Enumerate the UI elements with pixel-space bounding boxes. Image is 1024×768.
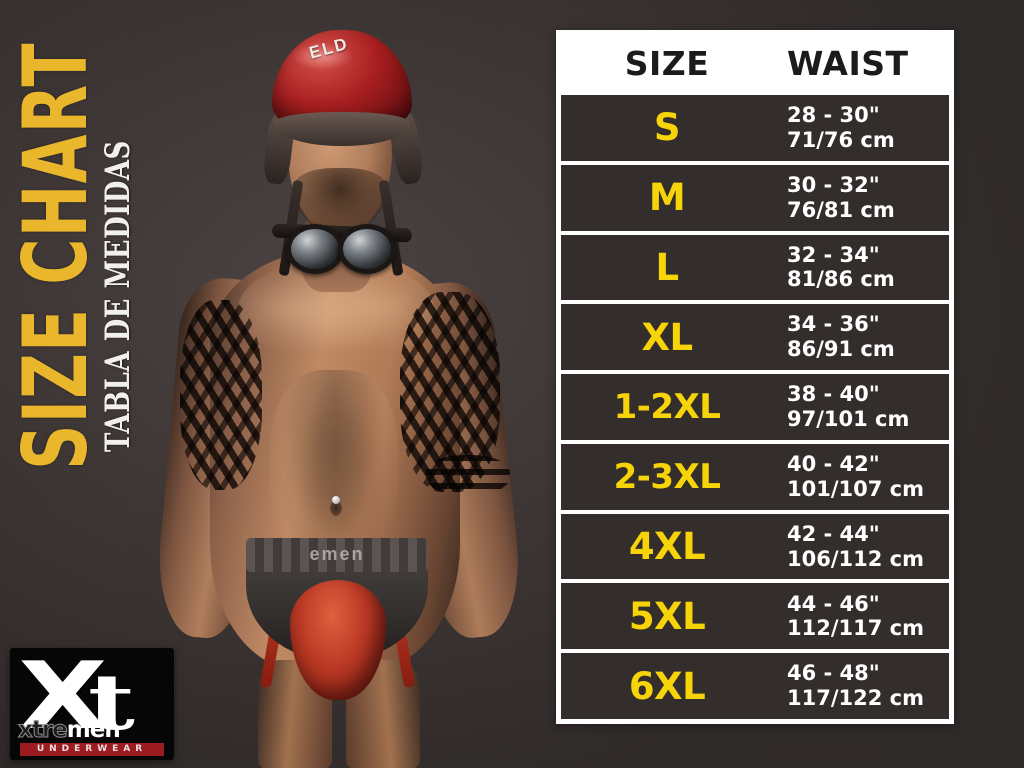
cell-size: 1-2XL [613,387,721,428]
cell-waist: 34 - 36" 86/91 cm [773,312,949,362]
cell-size: XL [641,315,693,359]
page-title: SIZE CHART [3,42,108,470]
model-photo: ELD emen [150,0,550,768]
model-abs [270,370,398,560]
waist-inches: 28 - 30" [787,103,880,128]
title-block: SIZE CHART TABLA DE MEDIDAS [0,0,150,620]
cell-waist: 44 - 46" 112/117 cm [773,592,949,642]
waist-cm: 117/122 cm [787,686,924,711]
table-header-row: SIZE WAIST [561,35,949,91]
table-row: 6XL 46 - 48" 117/122 cm [561,653,949,720]
cell-waist: 30 - 32" 76/81 cm [773,173,949,223]
cell-waist: 38 - 40" 97/101 cm [773,382,949,432]
waist-cm: 97/101 cm [787,407,910,432]
waist-inches: 32 - 34" [787,242,880,267]
table-row: XL 34 - 36" 86/91 cm [561,304,949,371]
cell-waist: 46 - 48" 117/122 cm [773,661,949,711]
helmet-brim [274,112,410,146]
cell-waist: 28 - 30" 71/76 cm [773,103,949,153]
navel-piercing [332,496,340,504]
helmet-highlight [292,42,354,70]
cell-waist: 42 - 44" 106/112 cm [773,522,949,572]
waist-cm: 81/86 cm [787,267,895,292]
waist-inches: 46 - 48" [787,661,880,686]
cell-size: 2-3XL [613,456,721,497]
cell-size: 4XL [628,525,706,569]
waist-cm: 71/76 cm [787,127,895,152]
waist-inches: 40 - 42" [787,452,880,477]
goggles-lens-left [286,224,344,274]
waistband-logo-text: emen [309,544,365,564]
waist-inches: 44 - 46" [787,591,880,616]
table-row: L 32 - 34" 81/86 cm [561,234,949,301]
logo-x-mark: X [18,648,108,751]
underwear-waistband [246,538,428,572]
tattoo-left-shoulder [180,300,262,490]
table-row: M 30 - 32" 76/81 cm [561,164,949,231]
cell-size: M [648,176,686,220]
cell-waist: 40 - 42" 101/107 cm [773,452,949,502]
waist-inches: 34 - 36" [787,312,880,337]
cell-size: 5XL [628,594,706,638]
waist-inches: 30 - 32" [787,172,880,197]
cell-size: 6XL [628,664,706,708]
column-header-size: SIZE [624,43,710,83]
waist-inches: 38 - 40" [787,382,880,407]
model-navel [330,500,342,516]
waist-cm: 112/117 cm [787,616,924,641]
logo-t-mark: t [88,656,135,748]
size-table: SIZE WAIST S 28 - 30" 71/76 cm M 30 - 32… [556,30,954,724]
table-row: 4XL 42 - 44" 106/112 cm [561,513,949,580]
logo-wordmark: xtremen [18,717,166,743]
table-row: 2-3XL 40 - 42" 101/107 cm [561,443,949,510]
brand-logo: X t xtremen UNDERWEAR [10,648,174,760]
cell-waist: 32 - 34" 81/86 cm [773,243,949,293]
waist-inches: 42 - 44" [787,521,880,546]
page-subtitle: TABLA DE MEDIDAS [99,140,138,452]
waist-cm: 76/81 cm [787,197,895,222]
table-body: S 28 - 30" 71/76 cm M 30 - 32" 76/81 cm … [561,91,949,720]
waist-cm: 106/112 cm [787,546,924,571]
cell-size: L [655,245,679,289]
table-row: 1-2XL 38 - 40" 97/101 cm [561,374,949,440]
goggles-lens-right [338,224,396,274]
column-header-waist: WAIST [787,43,909,83]
logo-word-men: men [66,717,121,743]
logo-word-xtre: xtre [18,717,69,743]
cell-size: S [653,106,681,150]
waist-cm: 86/91 cm [787,337,895,362]
table-row: 5XL 44 - 46" 112/117 cm [561,583,949,650]
logo-tagline: UNDERWEAR [20,743,164,756]
table-row: S 28 - 30" 71/76 cm [561,95,949,161]
waist-cm: 101/107 cm [787,476,924,501]
underwear-pouch [290,580,386,700]
tattoo-armband [426,455,510,495]
